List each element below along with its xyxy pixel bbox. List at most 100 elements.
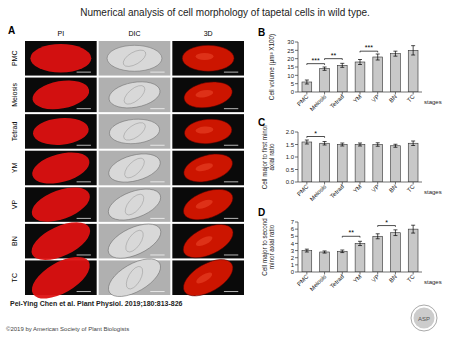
cell-shape	[104, 183, 165, 226]
scale-bar	[77, 218, 91, 219]
cell-shape	[29, 147, 93, 189]
bar-panel: 01234567PMCMeiosisTetradYMVPBNTCCell maj…	[258, 207, 442, 292]
y-tick	[295, 92, 298, 93]
x-tick-label: YM	[352, 183, 363, 194]
bar	[408, 50, 418, 92]
y-tick-label: 3	[291, 248, 295, 254]
significance-label: *	[385, 219, 388, 226]
column-label: 3D	[204, 30, 213, 37]
y-tick-label: 0.5	[286, 167, 295, 173]
x-tick-label: YM	[352, 273, 363, 284]
significance-bracket	[325, 59, 343, 60]
x-tick-label: PMC	[296, 93, 310, 107]
cell-shape	[183, 117, 232, 145]
significance-label: ***	[365, 44, 373, 51]
y-tick	[295, 75, 298, 76]
error-stem	[360, 241, 361, 245]
error-cap	[340, 146, 344, 147]
error-cap	[305, 249, 309, 250]
citation: Pei-Ying Chen et al. Plant Physiol. 2019…	[10, 300, 183, 308]
significance-bracket	[378, 226, 396, 227]
cell-shape	[181, 149, 236, 187]
x-tick-label: VP	[371, 93, 381, 103]
cell-shape	[25, 248, 96, 307]
error-stem	[306, 80, 307, 84]
image-cell	[99, 114, 171, 149]
x-tick-label: PMC	[296, 273, 310, 287]
panel-label: C	[258, 117, 265, 128]
row-label: PMC	[11, 51, 18, 67]
y-tick-label: 10	[287, 73, 294, 79]
error-stem	[395, 51, 396, 56]
cell-highlight	[195, 271, 214, 286]
plot-area	[302, 46, 418, 92]
y-tick	[295, 42, 298, 43]
error-cap	[376, 233, 380, 234]
error-bar	[411, 46, 415, 55]
x-tick-label: PMC	[296, 183, 310, 197]
bar	[302, 251, 312, 272]
bar	[337, 145, 347, 183]
y-axis-label: Cell major to first minoraxial ratio	[261, 125, 275, 190]
y-tick	[295, 157, 298, 158]
error-cap	[305, 84, 309, 85]
error-cap	[305, 140, 309, 141]
cell-shape	[30, 44, 91, 73]
error-stem	[395, 230, 396, 236]
logo-text: ASP	[418, 316, 430, 322]
error-cap	[393, 147, 397, 148]
y-tick	[295, 229, 298, 230]
bar	[320, 69, 330, 92]
x-tick-label: TC	[406, 93, 416, 103]
x-tick	[306, 272, 307, 275]
x-tick	[342, 182, 343, 185]
error-bar	[323, 142, 327, 146]
y-axis-label-line: axial ratio	[268, 143, 275, 170]
bar	[337, 65, 347, 92]
panel-label: A	[8, 25, 15, 36]
significance-label: *	[314, 130, 317, 137]
error-cap	[411, 141, 415, 142]
error-bar	[305, 80, 309, 84]
error-cap	[411, 225, 415, 226]
bar	[373, 145, 383, 183]
image-cell	[25, 114, 97, 149]
error-cap	[358, 245, 362, 246]
error-bar	[340, 143, 344, 146]
y-axis	[298, 42, 299, 92]
error-cap	[411, 45, 415, 46]
cell-detail	[123, 264, 146, 292]
y-tick-label: 20	[287, 56, 294, 62]
cell-highlight	[195, 198, 214, 211]
cell-shape	[178, 218, 238, 265]
cell-detail	[121, 47, 149, 70]
cell-shape	[30, 76, 91, 113]
row-label: BN	[11, 236, 18, 246]
error-stem	[377, 143, 378, 147]
x-tick	[324, 182, 325, 185]
cell-detail	[121, 82, 148, 107]
axis-note: stages	[424, 189, 442, 195]
x-tick-label: Tetrad	[329, 183, 345, 199]
error-stem	[413, 141, 414, 146]
error-stem	[324, 142, 325, 146]
bar	[337, 251, 347, 272]
error-cap	[376, 142, 380, 143]
scale-bar	[77, 72, 91, 73]
error-cap	[358, 64, 362, 65]
copyright: ©2019 by American Society of Plant Biolo…	[6, 326, 129, 332]
error-cap	[323, 67, 327, 68]
bar	[391, 146, 401, 182]
error-cap	[358, 241, 362, 242]
error-bar	[376, 143, 380, 147]
x-tick	[377, 182, 378, 185]
bar	[355, 243, 365, 272]
y-tick-label: 0	[291, 89, 295, 95]
x-tick-label: Meiosis	[309, 183, 328, 202]
x-tick-label: Meiosis	[309, 273, 328, 292]
error-cap	[340, 63, 344, 64]
y-tick	[295, 58, 298, 59]
y-tick-label: 7	[291, 219, 295, 225]
error-bar	[411, 141, 415, 146]
logo-ring	[411, 305, 437, 331]
